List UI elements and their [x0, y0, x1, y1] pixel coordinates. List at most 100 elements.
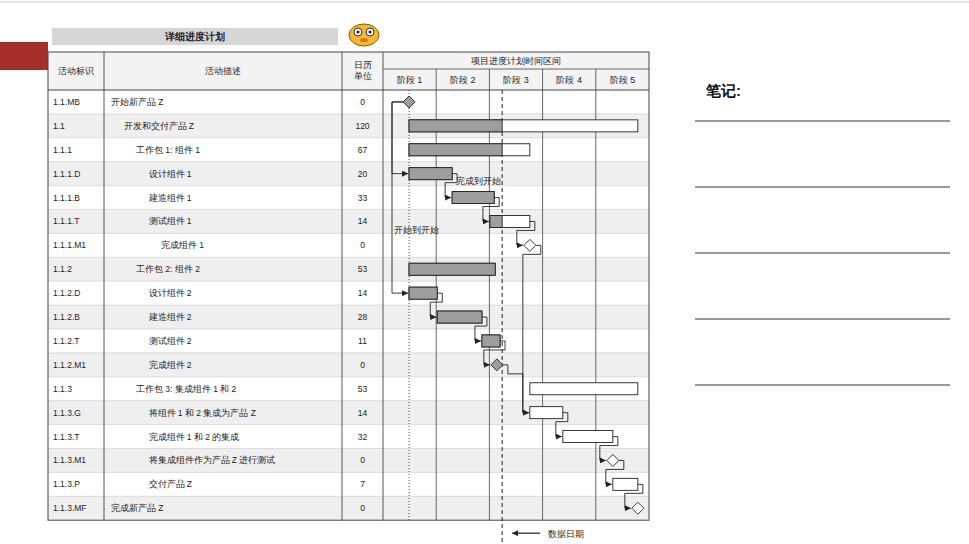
duration: 0 — [360, 240, 365, 250]
row-separator — [48, 376, 649, 377]
task-bar — [409, 144, 530, 156]
row-separator — [48, 137, 649, 138]
header-bg — [48, 52, 649, 90]
row-bg — [48, 472, 649, 496]
activity-id: 1.1.1.D — [53, 169, 80, 179]
duration: 0 — [360, 455, 365, 465]
task-bar-progress — [452, 192, 494, 204]
row-separator — [48, 281, 649, 282]
link-label: 开始到开始 — [394, 225, 439, 235]
title-bar — [52, 28, 338, 45]
timeline-title: 项目进度计划时间区间 — [471, 56, 561, 66]
row-separator — [48, 400, 649, 401]
activity-id: 1.1.2.B — [53, 312, 80, 322]
task-bar-progress — [409, 120, 502, 132]
row-bg — [48, 210, 649, 234]
duration: 0 — [360, 97, 365, 107]
task-bar — [409, 287, 437, 299]
row-bg — [48, 496, 649, 520]
activity-id: 1.1.1.M1 — [53, 240, 86, 250]
activity-description: 将集成组件作为产品 Z 进行测试 — [148, 455, 276, 465]
activity-id: 1.1.2.T — [53, 336, 79, 346]
activity-description: 建造组件 1 — [148, 193, 192, 203]
table-frame — [48, 52, 649, 520]
activity-description: 测试组件 2 — [149, 336, 192, 346]
notes-line — [695, 121, 950, 122]
task-bar — [530, 407, 563, 419]
top-rule — [0, 2, 969, 3]
icon-eye — [366, 28, 374, 36]
activity-description: 完成组件 2 — [149, 360, 192, 370]
duration: 7 — [360, 479, 365, 489]
row-separator — [48, 329, 649, 330]
task-bar — [530, 383, 638, 395]
phase-label: 阶段 4 — [556, 75, 582, 85]
dependency-link — [392, 102, 408, 293]
row-bg — [48, 257, 649, 281]
red-tab — [0, 42, 48, 70]
duration: 14 — [358, 408, 368, 418]
slide: 详细进度计划活动标识活动描述日历单位项目进度计划时间区间阶段 1阶段 2阶段 3… — [0, 0, 969, 544]
activity-description: 测试组件 1 — [149, 216, 192, 226]
activity-id: 1.1 — [53, 121, 65, 131]
milestone — [403, 96, 415, 108]
task-bar — [452, 192, 494, 204]
milestone — [607, 454, 619, 466]
activity-description: 交付产品 Z — [149, 479, 193, 489]
task-bar — [409, 120, 638, 132]
activity-id: 1.1.3.MF — [53, 503, 87, 513]
gantt-marks — [403, 96, 644, 514]
activity-id: 1.1.2.D — [53, 288, 80, 298]
notes-line — [695, 385, 950, 386]
row-bg — [48, 138, 649, 162]
duration: 32 — [358, 432, 368, 442]
row-bg — [48, 401, 649, 425]
row-bg — [48, 233, 649, 257]
milestone — [491, 359, 503, 371]
duration: 53 — [358, 384, 368, 394]
duration: 20 — [358, 169, 368, 179]
task-bar — [563, 431, 613, 443]
notes-title: 笔记: — [705, 82, 741, 99]
phase-grid-line — [542, 69, 543, 520]
activity-id: 1.1.MB — [53, 97, 80, 107]
column-header-line: 单位 — [354, 71, 372, 81]
row-separator — [48, 496, 649, 497]
activity-description: 工作包 3: 集成组件 1 和 2 — [136, 384, 237, 394]
row-separator — [48, 472, 649, 473]
row-bg — [48, 90, 649, 114]
icon-pupil — [357, 31, 360, 34]
phase-grid-line — [489, 69, 490, 520]
row-bg — [48, 186, 649, 210]
phase-label: 阶段 2 — [450, 75, 476, 85]
activity-id: 1.1.1 — [53, 145, 72, 155]
row-separator — [48, 113, 649, 114]
row-separator — [48, 424, 649, 425]
duration: 53 — [358, 264, 368, 274]
column-header-line: 日历 — [354, 60, 372, 70]
phase-grid-line — [595, 69, 596, 520]
activity-description: 设计组件 1 — [149, 169, 192, 179]
dependency-link — [392, 102, 408, 174]
activity-description: 工作包 1: 组件 1 — [136, 145, 200, 155]
activity-description: 开始新产品 Z — [111, 97, 164, 107]
task-bar — [482, 335, 500, 347]
task-bar-progress — [437, 311, 482, 323]
activity-description: 建造组件 2 — [148, 312, 192, 322]
notes-line — [695, 253, 950, 254]
task-bar-progress — [409, 287, 437, 299]
column-header: 日历单位 — [354, 60, 372, 81]
mascot-icon — [349, 24, 379, 46]
activity-id: 1.1.2 — [53, 264, 72, 274]
data-date-line — [502, 90, 503, 542]
icon-face — [349, 24, 379, 46]
duration: 120 — [355, 121, 369, 131]
header-line — [48, 90, 649, 91]
row-separator — [48, 352, 649, 353]
duration: 14 — [358, 216, 368, 226]
activity-id: 1.1.3.T — [53, 432, 79, 442]
row-separator — [48, 305, 649, 306]
activity-id: 1.1.1.B — [53, 193, 80, 203]
activity-id: 1.1.1.T — [53, 216, 79, 226]
duration: 11 — [358, 336, 367, 346]
